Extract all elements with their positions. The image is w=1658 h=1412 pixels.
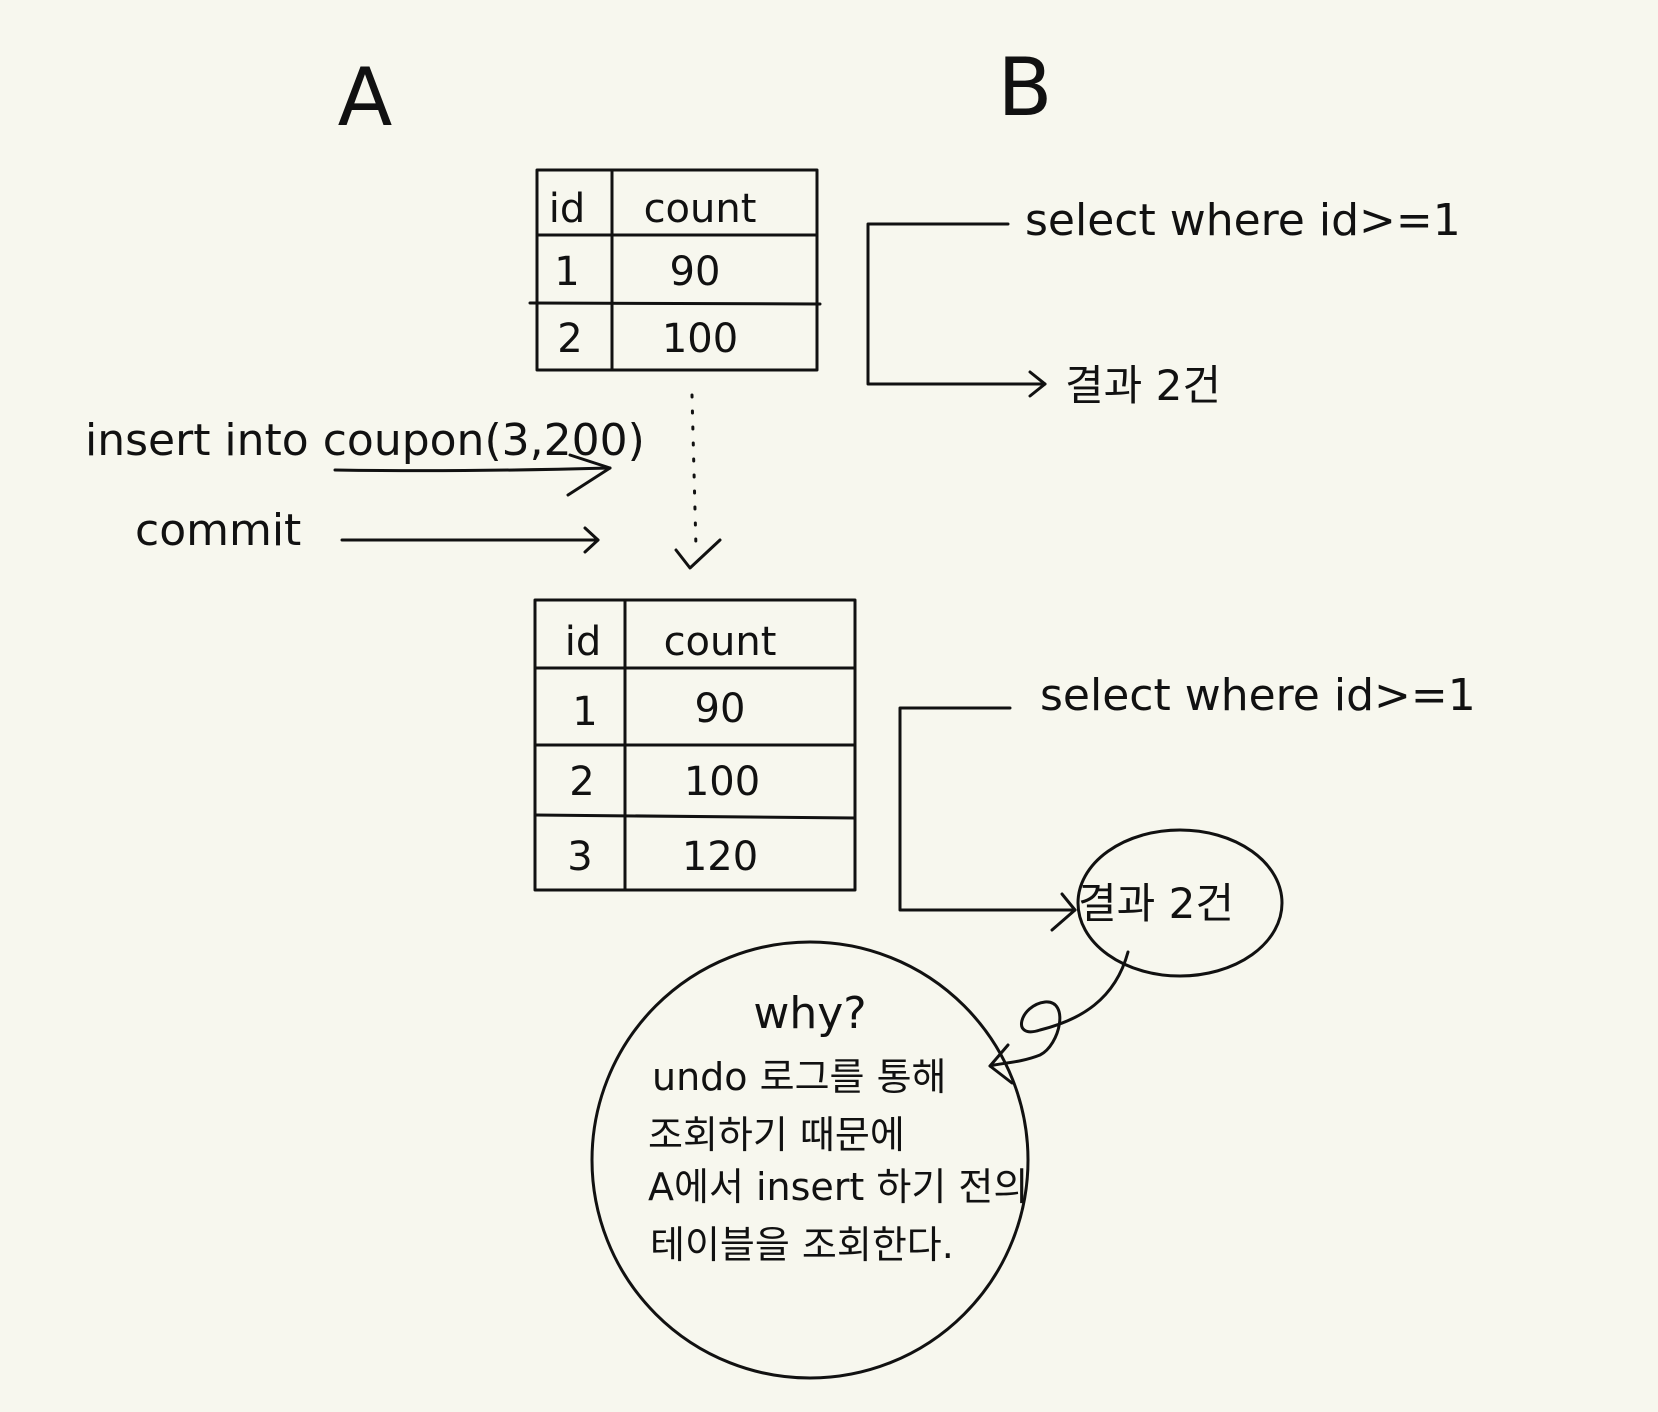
table-after-cell: 3 [567, 834, 592, 880]
query-1-connector [866, 222, 1047, 398]
explanation-line: A에서 insert 하기 전의 [648, 1165, 1028, 1209]
explanation-line: undo 로그를 통해 [652, 1055, 947, 1099]
transaction-b-result-1: 결과 2건 [1065, 361, 1221, 410]
table-after-row-divider [533, 813, 857, 820]
transaction-a-commit-text: commit [135, 505, 301, 556]
transaction-b-query-1: select where id>=1 [1025, 195, 1461, 246]
explanation-line: 테이블을 조회한다. [650, 1223, 954, 1267]
insert-arrow [333, 453, 612, 497]
column-b-label: B [998, 41, 1053, 134]
table-after-header-id: id [565, 619, 602, 665]
table-after: id count 1 90 2 100 3 120 [533, 598, 857, 892]
table-before: id count 1 90 2 100 [528, 168, 822, 372]
table-after-cell: 120 [682, 834, 758, 880]
transaction-a-insert-text: insert into coupon(3,200) [85, 415, 645, 466]
table-before-cell: 1 [554, 249, 579, 295]
explanation-question: why? [753, 988, 866, 1039]
column-a-label: A [338, 51, 393, 144]
table-after-cell: 100 [684, 759, 760, 805]
table-after-cell: 1 [572, 689, 597, 735]
explanation-circle [590, 940, 1030, 1380]
dotted-transition-arrow [674, 393, 722, 570]
table-before-header-count: count [644, 186, 757, 232]
commit-arrow [340, 526, 600, 554]
table-after-cell: 90 [695, 686, 746, 732]
transaction-b-result-2: 결과 2건 [1078, 879, 1234, 928]
query-2-connector [898, 706, 1077, 932]
table-before-header-id: id [549, 186, 586, 232]
table-after-cell: 2 [569, 759, 594, 805]
explanation-pointer-arrow [988, 950, 1130, 1085]
table-before-cell: 90 [670, 249, 721, 295]
explanation-line: 조회하기 때문에 [648, 1113, 905, 1157]
table-before-cell: 100 [662, 316, 738, 362]
table-before-row-divider [528, 301, 822, 306]
table-before-cell: 2 [557, 316, 582, 362]
result-2-highlight-circle [1076, 828, 1284, 978]
table-after-header-count: count [664, 619, 777, 665]
table-before-border [535, 168, 819, 372]
transaction-b-query-2: select where id>=1 [1040, 670, 1476, 721]
